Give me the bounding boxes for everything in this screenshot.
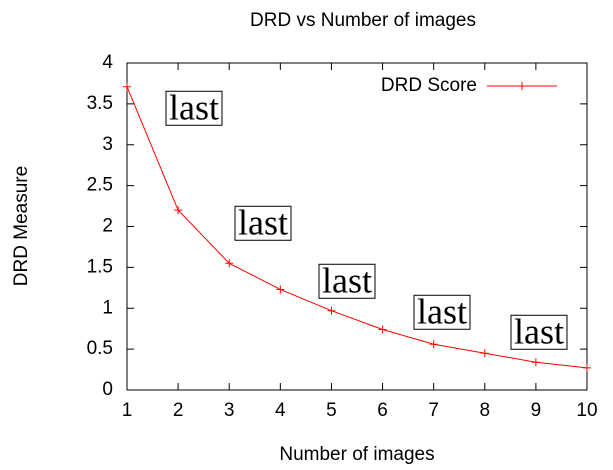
- x-tick-label: 3: [224, 400, 235, 421]
- x-axis-label: Number of images: [279, 444, 434, 465]
- data-point: [123, 82, 131, 91]
- data-point: [327, 306, 336, 315]
- data-point: [378, 325, 387, 334]
- x-tick-label: 2: [173, 400, 184, 421]
- y-tick-label: 1: [102, 297, 113, 318]
- annotation-box: [234, 205, 292, 241]
- y-axis-label: DRD Measure: [11, 166, 32, 286]
- x-tick-label: 4: [275, 400, 286, 421]
- annotation-box: [413, 294, 471, 330]
- x-tick-label: 8: [479, 400, 490, 421]
- chart-title: DRD vs Number of images: [250, 10, 476, 31]
- annotation: last: [417, 291, 467, 331]
- legend-marker: [518, 82, 526, 90]
- data-point: [429, 340, 438, 349]
- data-point: [174, 206, 183, 215]
- x-tick-label: 9: [531, 400, 542, 421]
- data-point: [531, 358, 540, 367]
- legend-label: DRD Score: [381, 75, 477, 96]
- y-tick-label: 3.5: [87, 93, 113, 114]
- data-point: [276, 285, 285, 294]
- annotation: last: [322, 260, 372, 300]
- y-tick-label: 3: [102, 134, 113, 155]
- data-point: [583, 363, 591, 372]
- data-point: [225, 259, 234, 268]
- y-tick-label: 0: [102, 379, 113, 400]
- y-tick-label: 1.5: [87, 256, 113, 277]
- annotation: last: [238, 202, 288, 242]
- annotation-box: [510, 314, 568, 350]
- annotation: last: [514, 311, 564, 351]
- y-tick-label: 0.5: [87, 338, 113, 359]
- y-tick-label: 2.5: [87, 175, 113, 196]
- annotation-box: [165, 90, 223, 126]
- y-tick-label: 4: [102, 52, 113, 73]
- data-point: [480, 349, 489, 358]
- x-tick-label: 10: [576, 400, 597, 421]
- x-tick-label: 7: [428, 400, 439, 421]
- y-tick-label: 2: [102, 216, 113, 237]
- x-tick-label: 5: [326, 400, 337, 421]
- annotation-box: [318, 263, 376, 299]
- x-tick-label: 1: [122, 400, 133, 421]
- x-tick-label: 6: [377, 400, 388, 421]
- data-line: [126, 86, 588, 369]
- annotation: last: [169, 87, 219, 127]
